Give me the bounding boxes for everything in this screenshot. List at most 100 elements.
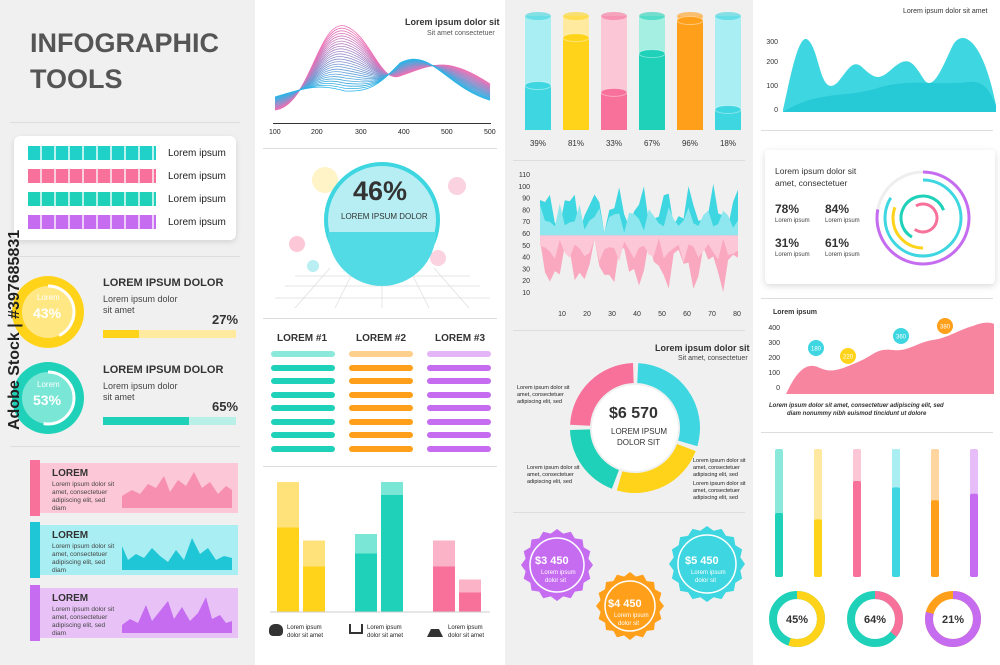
donut-center-label2: DOLOR SIT	[617, 438, 661, 447]
wave-lines-chart	[274, 25, 491, 111]
cylinder-cap	[639, 12, 665, 20]
ribbon-1-line3: adipiscing elit, sed	[52, 497, 106, 504]
ribbon-2-line2: amet, consectetuer	[52, 551, 108, 558]
wave-axis	[273, 123, 491, 124]
list-bar	[349, 432, 413, 438]
area-y-tick: 30	[522, 266, 530, 273]
ribbon-2-title: LOREM	[52, 530, 89, 541]
pin-label: 180	[811, 347, 822, 353]
ribbon-3-line4: diam	[52, 630, 67, 637]
pink-y-tick: 200	[768, 355, 780, 362]
list-bar	[349, 391, 413, 398]
progress-ring-1	[12, 276, 84, 348]
ribbon-tab-1	[30, 460, 40, 516]
stat-1-label: Lorem ipsum	[775, 218, 810, 224]
small-donut-charts: 45% 64% 21%	[769, 591, 981, 647]
vbar-fill	[892, 487, 900, 577]
cylinder-fill	[563, 37, 589, 130]
donut-slice	[616, 444, 696, 493]
wave-tick-5: 500	[441, 129, 453, 136]
list-bar	[271, 391, 335, 398]
donut-note-3-l3: adipiscing elit, sed	[693, 472, 738, 478]
ribbon-3-line3: adipiscing elit, sed	[52, 622, 106, 629]
ribbon-1-line2: amet, consectetuer	[52, 489, 108, 496]
small-donut-arc	[847, 591, 903, 647]
badge-shape	[596, 572, 664, 640]
divider	[513, 512, 745, 513]
pin-label: 220	[843, 355, 854, 361]
stacked-bar-chart	[270, 482, 490, 613]
badge-1-value: $3 450	[535, 555, 569, 567]
pink-y-tick: 300	[768, 340, 780, 347]
page-title-line1: INFOGRAPHIC	[30, 28, 219, 58]
vertical-bar-chart	[775, 449, 978, 577]
badge-1-l1: Lorem ipsum	[541, 570, 576, 576]
ribbon-2-sparkline	[122, 538, 232, 570]
cylinder-fill	[639, 53, 665, 131]
badge-2-l1: Lorem ipsum	[614, 613, 649, 619]
area-x-tick: 80	[733, 311, 741, 318]
list-bar	[349, 351, 413, 357]
legend-label-1: Lorem ipsum	[168, 148, 226, 159]
column-3: 39% 81% 33% 67% 96% 18% 110 100 90 80 70 60 50 40 30 2…	[505, 0, 753, 665]
progress-ring-2-label: Lorem	[37, 380, 60, 389]
small-donut-arc	[925, 591, 981, 647]
donut-subtitle: Sit amet, consectetuer	[678, 355, 748, 362]
stat-4-value: 61%	[825, 236, 850, 250]
cylinder-fill-cap	[562, 33, 590, 43]
list-bar	[271, 405, 335, 411]
area-bottom-band-inner	[540, 235, 738, 263]
list-bar	[427, 378, 491, 384]
list-header-2: LOREM #2	[356, 333, 407, 344]
cart-icon	[349, 624, 363, 634]
legend-swatch-2	[28, 169, 156, 183]
badge-3-l2: dolor sit	[695, 578, 717, 584]
stat-2-value: 84%	[825, 202, 850, 216]
area-x-tick: 30	[608, 311, 616, 318]
donut-note-3-l2: amet, consectetuer	[693, 465, 740, 471]
stacked-bar-top	[381, 482, 403, 495]
donut-center-label1: LOREM IPSUM	[611, 427, 668, 436]
cylinder-label: 18%	[720, 139, 736, 148]
donut-note-2-l3: adipiscing elit, sed	[527, 479, 572, 485]
cyan-area-chart: 300 200 100 0	[766, 38, 996, 114]
cylinder-bar-chart: 39% 81% 33% 67% 96% 18%	[524, 12, 742, 148]
cyan-y-tick: 300	[766, 39, 778, 46]
area-x-tick: 20	[583, 311, 591, 318]
donut-slice	[637, 363, 700, 447]
column-2: Lorem ipsum dolor sit Sit amet consectet…	[255, 0, 505, 665]
piggy-icon	[269, 624, 283, 636]
legend-label-3: Lorem ipsum	[168, 194, 226, 205]
wave-subtitle: Sit amet consectetuer	[427, 30, 495, 37]
ribbon-2-line4: diam	[52, 567, 67, 574]
cyan-y-tick: 100	[766, 83, 778, 90]
vbar-fill	[853, 481, 861, 577]
stacked-bar-bottom	[303, 566, 325, 612]
badge-3-value: $5 450	[685, 555, 719, 567]
stat-2-label: Lorem ipsum	[825, 218, 860, 224]
area-y-tick: 50	[522, 243, 530, 250]
legend-label-2: Lorem ipsum	[168, 171, 226, 182]
pink-area	[786, 322, 994, 394]
stacked-bar-top	[459, 579, 481, 593]
pink-caption-1: Lorem ipsum dolor sit amet, consectetuer…	[769, 403, 944, 409]
stacked-bar-bottom	[433, 566, 455, 612]
progress-2-bar-value: 65%	[212, 399, 239, 414]
cylinder-label: 96%	[682, 139, 698, 148]
progress-1-fill	[103, 330, 139, 338]
divider	[761, 432, 993, 433]
stats-title-1: Lorem ipsum dolor sit	[775, 166, 857, 176]
progress-1-track	[103, 330, 236, 338]
bar-caption-3-line1: Lorem ipsum	[448, 625, 483, 631]
stacked-bar-bottom	[277, 527, 299, 612]
donut-note-3-l1: Lorem ipsum dolor sit	[693, 458, 746, 464]
progress-2-desc2: sit amet	[103, 392, 135, 402]
stacked-bar-top	[277, 482, 299, 528]
donut-note-2-l2: amet, consectetuer	[527, 472, 574, 478]
area-x-tick: 10	[558, 311, 566, 318]
cylinder-fill	[677, 20, 703, 131]
area-y-tick: 40	[522, 255, 530, 262]
divider	[761, 298, 993, 299]
cylinder-fill-cap	[600, 87, 628, 97]
concentric-rings-chart	[875, 170, 971, 266]
